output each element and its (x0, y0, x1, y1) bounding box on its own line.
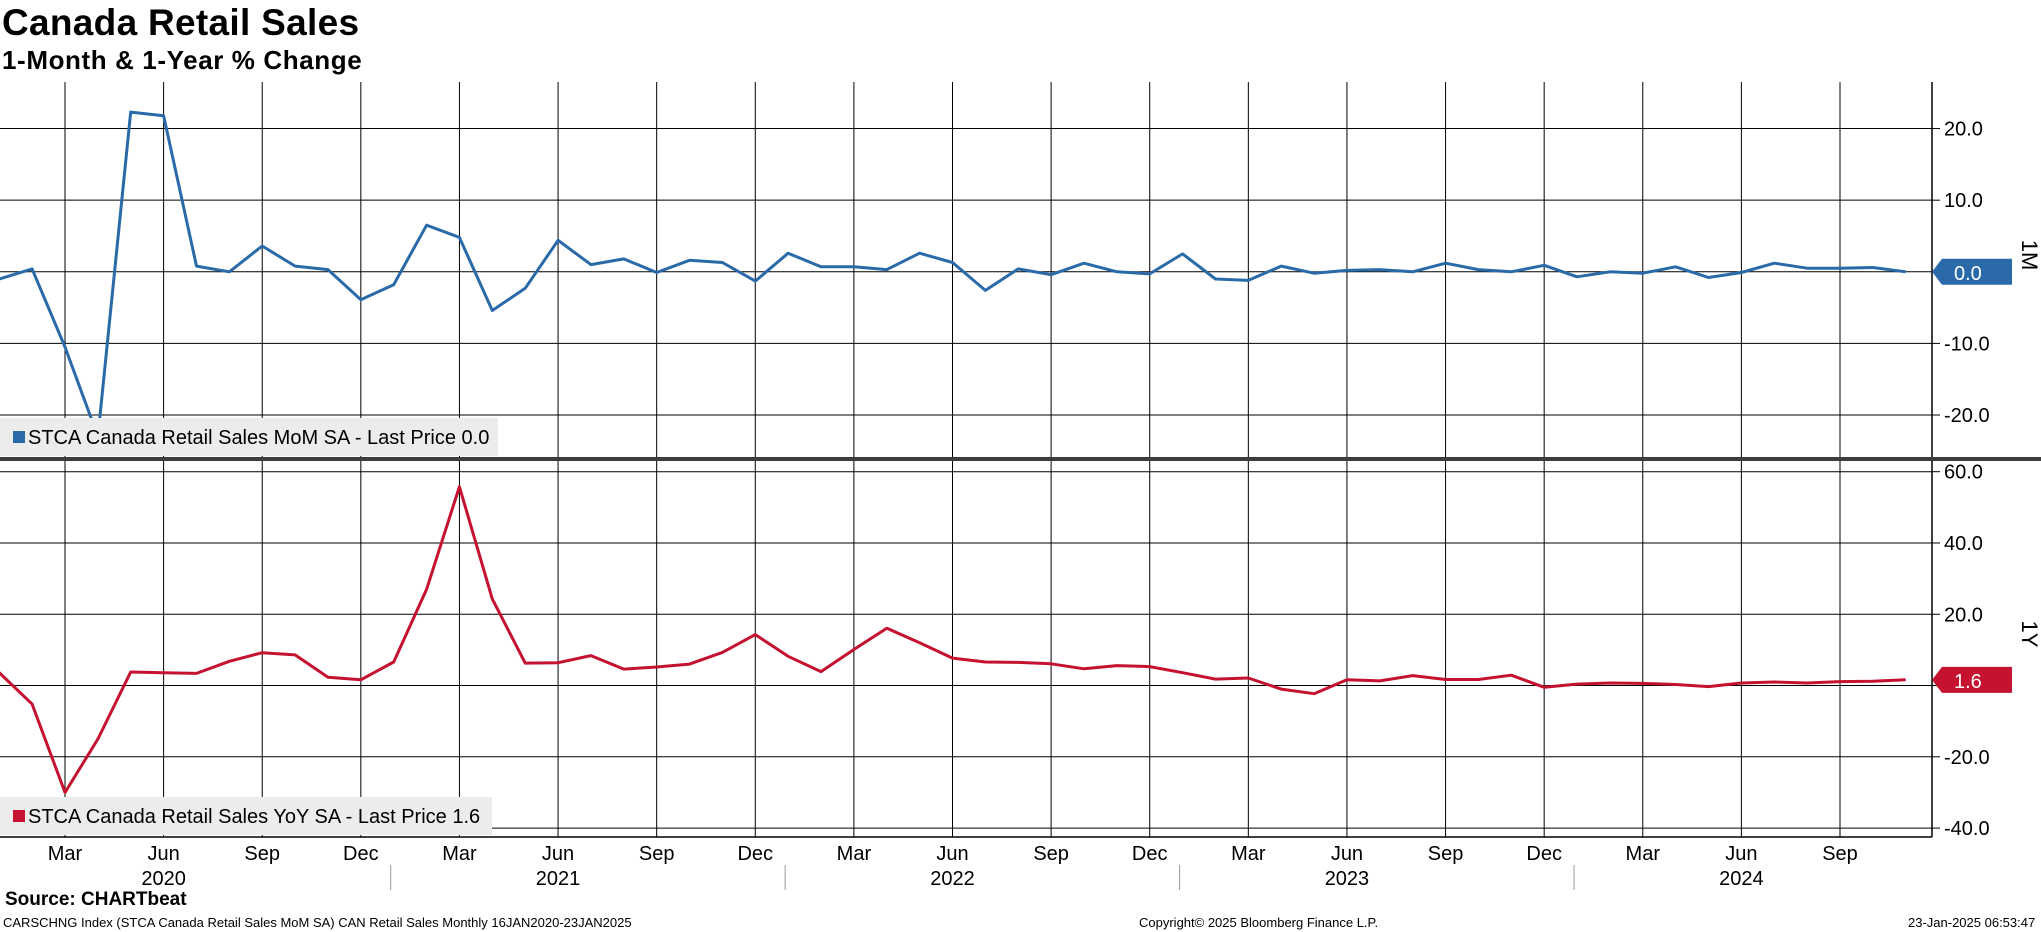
legend-box (0, 418, 498, 456)
x-year-label: 2023 (1325, 868, 1370, 890)
x-month-label: Jun (1331, 843, 1363, 865)
x-year-label: 2024 (1719, 868, 1764, 890)
chart-subtitle: 1-Month & 1-Year % Change (2, 45, 363, 75)
y-tick-label: 60.0 (1944, 462, 1983, 484)
chart-title: Canada Retail Sales (2, 2, 360, 43)
y-tick-label: 10.0 (1944, 190, 1983, 212)
mom-series-line (0, 110, 1906, 438)
x-year-label: 2021 (536, 868, 581, 890)
x-month-label: Jun (147, 843, 179, 865)
legend-label: STCA Canada Retail Sales YoY SA - Last P… (28, 806, 480, 828)
x-month-label: Sep (639, 843, 675, 865)
y-tick-label: -20.0 (1944, 405, 1990, 427)
last-value-tag (1932, 666, 2012, 693)
y-tick-label: 20.0 (1944, 119, 1983, 141)
x-year-label: 2022 (930, 868, 975, 890)
copyright-note: Copyright© 2025 Bloomberg Finance L.P. (1139, 915, 1379, 930)
yoy-series-line (0, 485, 1906, 794)
y-tick-label: 20.0 (1944, 604, 1983, 626)
x-month-label: Jun (936, 843, 968, 865)
x-month-label: Sep (1822, 843, 1858, 865)
x-month-label: Mar (1626, 843, 1661, 865)
y-tick-label: -40.0 (1944, 818, 1990, 840)
x-month-label: Sep (1033, 843, 1069, 865)
x-month-label: Dec (1132, 843, 1168, 865)
x-month-label: Sep (1428, 843, 1464, 865)
legend-swatch (13, 431, 25, 443)
legend-box (0, 797, 492, 835)
last-value-label: 0.0 (1954, 263, 1982, 285)
index-info: CARSCHNG Index (STCA Canada Retail Sales… (3, 915, 632, 930)
y-tick-label: 40.0 (1944, 533, 1983, 555)
panel-separator (0, 457, 2041, 461)
x-month-label: Mar (48, 843, 83, 865)
x-month-label: Jun (542, 843, 574, 865)
legend-swatch (13, 810, 25, 822)
x-month-label: Dec (737, 843, 773, 865)
panel-label: 1M (2017, 240, 2041, 271)
x-year-label: 2020 (141, 868, 186, 890)
x-month-label: Dec (1526, 843, 1562, 865)
last-value-label: 1.6 (1954, 671, 1982, 693)
x-month-label: Dec (343, 843, 379, 865)
x-month-label: Mar (1231, 843, 1266, 865)
y-tick-label: -10.0 (1944, 333, 1990, 355)
panel-label: 1Y (2017, 621, 2041, 648)
x-month-label: Mar (837, 843, 872, 865)
y-tick-label: -20.0 (1944, 747, 1990, 769)
last-value-tag (1932, 258, 2012, 285)
source-note: Source: CHARTbeat (5, 889, 187, 910)
legend-label: STCA Canada Retail Sales MoM SA - Last P… (28, 427, 489, 449)
timestamp: 23-Jan-2025 06:53:47 (1908, 915, 2036, 930)
x-month-label: Mar (442, 843, 477, 865)
x-month-label: Sep (244, 843, 280, 865)
x-month-label: Jun (1725, 843, 1757, 865)
